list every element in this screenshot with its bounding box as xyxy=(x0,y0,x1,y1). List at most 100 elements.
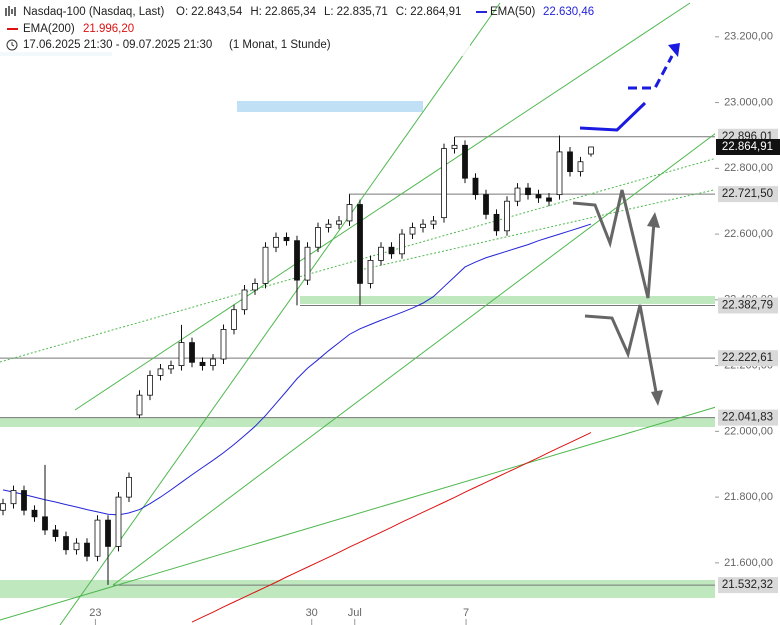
level-label: 22.721,50 xyxy=(722,188,773,200)
candle-body xyxy=(556,151,563,196)
last-price-label: 22.864,91 xyxy=(722,141,773,153)
x-tick-label: 7 xyxy=(463,607,469,619)
candle-body xyxy=(241,289,248,311)
ohlc-value: 22.864,91 xyxy=(410,6,461,18)
candle-body xyxy=(577,161,584,173)
candle-body xyxy=(514,187,521,202)
zones xyxy=(0,52,715,598)
price-axis: 21.600,0021.800,0022.000,0022.200,0022.4… xyxy=(715,0,780,625)
candle-body xyxy=(31,509,38,518)
scenario-arrows xyxy=(572,43,680,406)
candle-body xyxy=(588,146,594,155)
candle-body xyxy=(168,365,174,370)
ohlc-values: O: 22.843,54 H: 22.865,34 L: 22.835,71 C: 22.86… xyxy=(176,6,461,18)
candle-body xyxy=(336,220,342,225)
period: 17.06.2025 21:30 - 09.07.2025 21:30 xyxy=(23,39,212,51)
arrow-head xyxy=(668,43,680,57)
candle-body xyxy=(441,148,447,219)
y-tick-label: 23.000,00 xyxy=(724,96,773,108)
candle-body xyxy=(84,542,90,557)
candle-body xyxy=(378,246,384,261)
ohlc-value: 22.843,54 xyxy=(191,6,243,18)
clock-hand xyxy=(11,42,15,47)
candle-body xyxy=(525,187,531,196)
last-price-bg xyxy=(716,138,780,155)
candle-body xyxy=(94,519,101,557)
candle-body xyxy=(105,519,111,547)
candle-body xyxy=(157,368,164,376)
candle-body xyxy=(346,204,353,222)
candle-body xyxy=(283,236,290,242)
candle-body xyxy=(126,476,132,498)
candle-body xyxy=(304,246,311,281)
candle-body xyxy=(231,309,237,330)
level-label: 22.382,79 xyxy=(722,300,773,312)
candle-body xyxy=(462,144,468,179)
candle-body xyxy=(294,240,300,281)
support-zone xyxy=(0,580,715,598)
candle-body xyxy=(367,259,374,284)
ohlc-label: H: xyxy=(250,6,262,18)
y-tick-label: 23.200,00 xyxy=(724,31,773,43)
candle-body xyxy=(136,394,143,416)
grid xyxy=(0,136,715,586)
candle-body xyxy=(388,246,395,255)
level-label: 21.532,32 xyxy=(722,579,773,591)
legend-label: EMA(200) xyxy=(23,23,75,35)
support-zone xyxy=(0,418,715,427)
candle-body xyxy=(210,358,216,366)
plot: 23 30 Jul 7 xyxy=(0,135,594,625)
candle-body xyxy=(178,342,185,366)
candle-body xyxy=(483,194,489,215)
legend: Nasdaq-100 (Nasdaq, Last) O: 22.843,54 H: 2… xyxy=(0,0,594,56)
ohlc-label: O: xyxy=(176,6,188,18)
level-label-bg xyxy=(718,186,778,203)
legend-bg xyxy=(0,0,470,56)
candle-body xyxy=(451,144,458,150)
candle-body xyxy=(546,197,552,202)
ohlc-label: L: xyxy=(324,6,334,18)
candle-body xyxy=(220,329,227,360)
candle-body xyxy=(73,542,80,551)
scenario-arrow xyxy=(628,55,674,90)
candle-body xyxy=(472,177,479,196)
candle-body xyxy=(21,490,27,511)
candle-body xyxy=(420,223,426,228)
candle-body xyxy=(273,236,279,248)
candle-body xyxy=(147,375,153,396)
scenario-arrow xyxy=(579,101,647,132)
y-tick-label: 22.600,00 xyxy=(724,228,773,240)
candle-body xyxy=(567,151,573,173)
legend-value: 22.630,46 xyxy=(543,6,594,18)
ohlc-value: 22.835,71 xyxy=(337,6,388,18)
candle-body xyxy=(0,503,6,511)
y-tick-label: 22.000,00 xyxy=(724,425,773,437)
candle-body xyxy=(42,516,48,531)
level-label-bg xyxy=(718,297,778,314)
candle-body xyxy=(409,227,416,235)
x-tick-label: Jul xyxy=(348,607,362,619)
candle-body xyxy=(189,342,195,363)
indicator-line xyxy=(2,223,592,516)
candle-body xyxy=(357,204,363,284)
x-tick-label: 23 xyxy=(89,607,101,619)
candle-body xyxy=(430,220,437,225)
legend-label: EMA(50) xyxy=(490,6,536,18)
ohlc-value: 22.865,34 xyxy=(265,6,317,18)
scenario-arrow xyxy=(584,304,658,393)
arrow-head xyxy=(647,212,660,228)
candle-body xyxy=(262,246,269,284)
candle-body xyxy=(10,490,17,505)
highlight-zone xyxy=(237,101,423,112)
candle-body xyxy=(399,233,405,255)
candle-body xyxy=(535,194,542,199)
chart-title: Nasdaq-100 (Nasdaq, Last) xyxy=(23,6,164,18)
y-tick-label: 21.800,00 xyxy=(724,491,773,503)
level-label: 22.222,61 xyxy=(722,352,773,364)
level-label-bg xyxy=(718,577,778,594)
resolution: (1 Monat, 1 Stunde) xyxy=(229,39,331,51)
candle-body xyxy=(252,283,258,291)
candle-body xyxy=(199,361,206,366)
ohlc-label: C: xyxy=(396,6,408,18)
